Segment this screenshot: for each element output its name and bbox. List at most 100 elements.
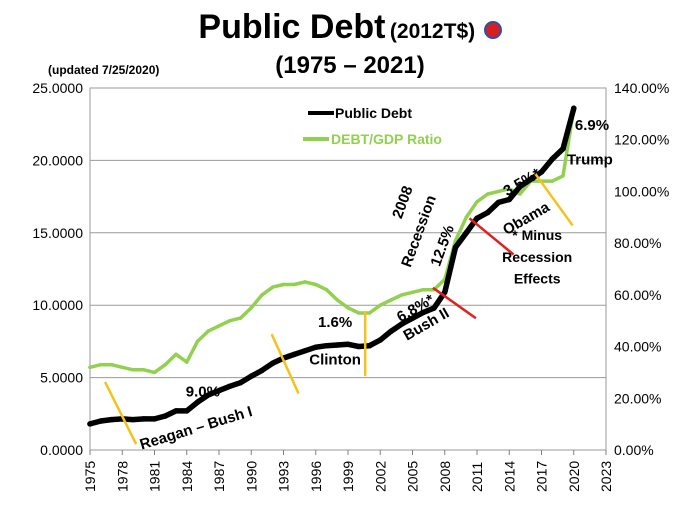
x-tick-label: 1999 [340, 461, 356, 492]
legend-label-debt-gdp-ratio: DEBT/GDP Ratio [331, 131, 442, 147]
annotation-label: 2008 [389, 184, 416, 221]
updated-note: (updated 7/25/2020) [48, 63, 160, 77]
data-point [463, 230, 469, 236]
data-point [486, 192, 490, 196]
data-point [249, 306, 253, 310]
left-axis: 0.0000 5.0000 10.0000 15.0000 20.0000 25.0000 [32, 80, 83, 458]
data-point [378, 303, 382, 307]
data-point [206, 329, 210, 333]
data-point [367, 311, 372, 315]
x-tick-label: 1984 [179, 461, 195, 492]
data-point [303, 280, 307, 284]
x-tick-label: 2002 [372, 461, 388, 492]
debt-gdp-ratio-series [88, 106, 576, 375]
data-point [151, 416, 158, 422]
data-point [400, 293, 404, 297]
annotation-label: Reagan – Bush I [138, 403, 255, 453]
x-tick-label: 2014 [501, 461, 517, 492]
y-right-tick-label: 80.00% [614, 235, 661, 251]
data-point [550, 179, 554, 183]
data-point [302, 348, 308, 354]
data-point [99, 362, 103, 367]
data-point [281, 282, 286, 287]
data-point [152, 370, 157, 375]
data-point [528, 176, 534, 182]
data-point [324, 287, 329, 292]
data-point [346, 306, 350, 310]
data-point [549, 156, 555, 162]
data-point [561, 174, 565, 178]
data-point [377, 337, 383, 343]
data-point [184, 408, 190, 414]
data-point [162, 413, 168, 419]
era-divider-yellow [270, 333, 300, 395]
public-debt-series [87, 105, 577, 427]
y-right-tick-label: 60.00% [614, 287, 661, 303]
data-point [217, 324, 221, 328]
x-tick-label: 2023 [598, 461, 614, 492]
y-right-tick-label: 100.00% [614, 183, 669, 199]
y-right-tick-label: 40.00% [614, 339, 661, 355]
y-left-tick-label: 0.0000 [40, 442, 83, 458]
annotation-label: 1.6% [318, 314, 352, 331]
data-point [518, 192, 522, 196]
data-point [334, 342, 340, 348]
data-point [366, 342, 373, 349]
annotation-label: Clinton [309, 352, 361, 369]
y-left-tick-label: 5.0000 [40, 370, 83, 386]
data-point [356, 343, 362, 350]
data-point [517, 183, 523, 190]
data-point [194, 399, 201, 405]
era-divider-red [432, 286, 477, 320]
data-point [228, 318, 232, 323]
annotation-label: 6.9% [575, 117, 609, 134]
x-tick-label: 1996 [308, 461, 324, 492]
data-point [496, 189, 501, 194]
data-point [507, 187, 511, 191]
era-divider-yellow [103, 381, 138, 445]
data-point [313, 344, 319, 350]
data-point [173, 408, 179, 414]
x-tick-label: 1981 [147, 461, 163, 492]
data-point [130, 416, 136, 423]
data-point [142, 368, 146, 372]
x-tick-label: 1978 [114, 461, 130, 492]
data-point [474, 215, 480, 222]
data-point [560, 146, 566, 152]
data-point [87, 421, 93, 427]
series-line-debt-gdp-ratio [88, 106, 576, 375]
data-point [475, 200, 479, 204]
y-right-tick-label: 120.00% [614, 132, 669, 148]
y-right-tick-label: 20.00% [614, 390, 661, 406]
data-point [409, 315, 416, 321]
data-point [357, 311, 361, 315]
data-point [421, 287, 425, 292]
data-point [163, 362, 167, 367]
data-point [453, 238, 458, 243]
series-line-public-debt [87, 105, 577, 427]
data-point [259, 367, 265, 374]
data-point [260, 293, 264, 297]
data-point [323, 342, 330, 349]
y-left-tick-label: 20.0000 [32, 152, 83, 168]
data-point [420, 309, 426, 316]
data-point [431, 305, 437, 311]
right-axis: 0.00% 20.00% 40.00% 60.00% 80.00% 100.00% 120.… [614, 80, 669, 458]
data-point [291, 351, 297, 358]
x-tick-label: 2017 [534, 461, 550, 492]
y-right-tick-label: 0.00% [614, 442, 654, 458]
data-point [227, 383, 233, 390]
chart-subtitle: (1975 – 2021) [275, 52, 425, 79]
chart-title: Public Debt [198, 8, 386, 46]
x-tick-label: 1987 [211, 461, 227, 492]
x-tick-label: 1993 [276, 461, 292, 492]
data-point [271, 285, 275, 289]
data-point [88, 365, 92, 370]
data-point [98, 418, 104, 424]
x-tick-label: 1990 [243, 461, 259, 492]
data-point [335, 298, 339, 302]
era-divider-red [468, 217, 515, 256]
era-dividers [103, 172, 574, 445]
legend-label-public-debt: Public Debt [335, 105, 412, 121]
